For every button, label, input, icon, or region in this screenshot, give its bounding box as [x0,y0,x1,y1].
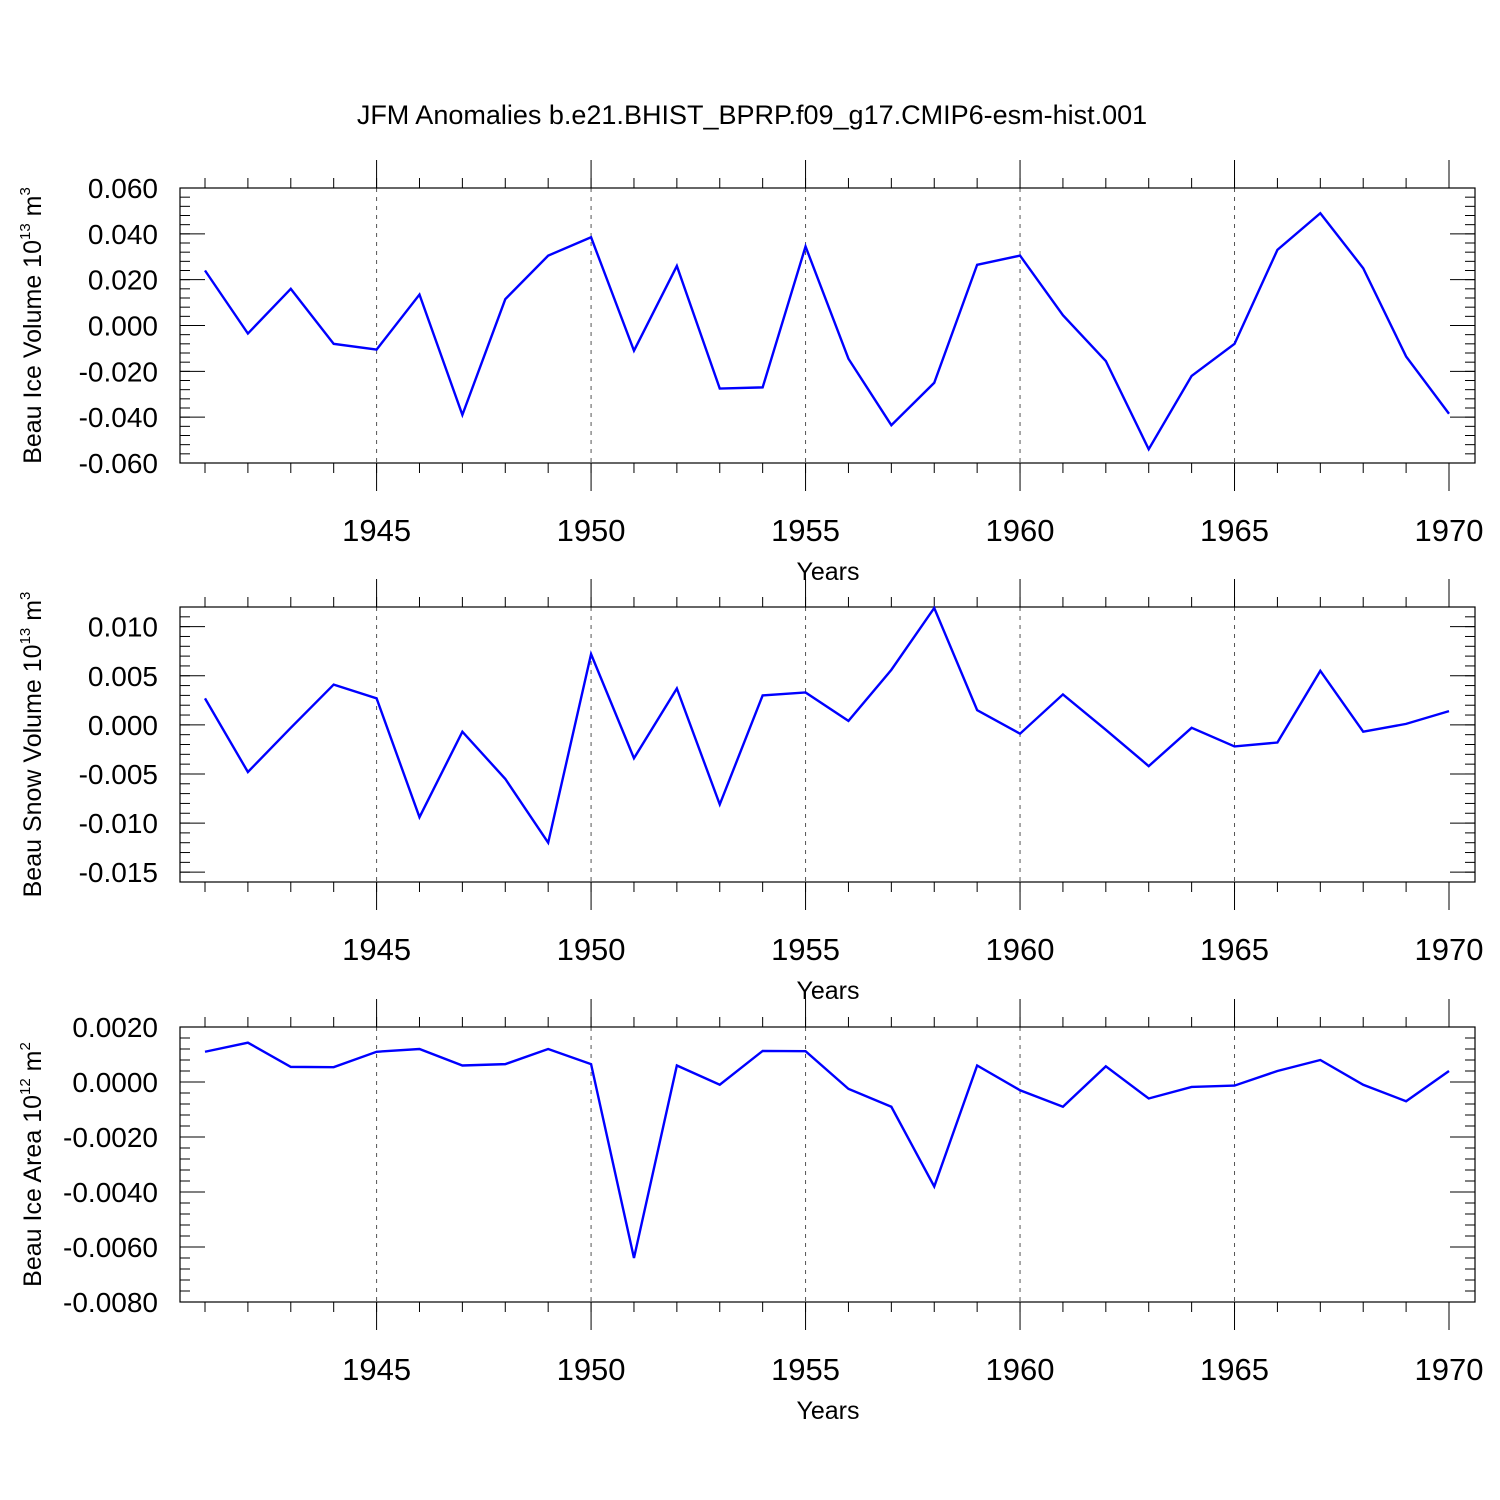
y-tick-label: 0.005 [88,661,158,692]
y-axis-label: Beau Ice Volume 1013 m3 [17,187,47,464]
panels: 1945 1950 1955 1960 1965 1970 -0.060 -0.040 -0.0… [17,160,1483,1425]
y-tick-label: -0.060 [79,448,158,479]
y-axis-label: Beau Snow Volume 1013 m3 [17,592,47,898]
y-label-part-unit_exp: 3 [17,592,34,600]
x-tick-label: 1960 [986,1352,1055,1387]
y-label-part-unit_exp: 2 [17,1042,34,1050]
panel-1: 1945 1950 1955 1960 1965 1970 -0.060 -0.040 -0.0… [17,160,1483,586]
y-tick-label: 0.000 [88,311,158,342]
x-axis-label: Years [796,558,859,586]
y-tick-label: -0.040 [79,402,158,433]
series-line-2 [203,605,1450,846]
x-tick-label: 1950 [557,1352,626,1387]
y-label-part-unit: m [19,600,47,628]
y-label-part-text: Beau Ice Area 10 [19,1095,47,1287]
y-label-part-exp: 13 [17,628,34,645]
x-axis-label: Years [796,977,859,1005]
y-tick-label: -0.010 [79,808,158,839]
plot-frame [179,606,1476,883]
x-tick-label: 1970 [1415,1352,1484,1387]
x-tick-label: 1955 [771,513,840,548]
y-label-part-unit: m [19,196,47,224]
y-tick-label: -0.005 [79,759,158,790]
y-tick-label: 0.010 [88,612,158,643]
x-axis-label: Years [796,1397,859,1425]
x-tick-label: 1965 [1200,932,1269,967]
y-tick-label: -0.0080 [63,1287,158,1318]
x-tick-label: 1960 [986,513,1055,548]
y-label-part-unit_exp: 3 [17,187,34,195]
x-tick-label: 1945 [342,513,411,548]
y-label-part-text: Beau Snow Volume 10 [19,644,47,897]
x-tick-label: 1965 [1200,1352,1269,1387]
x-tick-label: 1945 [342,932,411,967]
y-tick-label: 0.020 [88,265,158,296]
panel-2: 1945 1950 1955 1960 1965 1970 -0.015 -0.010 -0.0… [17,579,1483,1005]
y-tick-label: 0.040 [88,219,158,250]
y-label-part-unit: m [19,1051,47,1079]
y-tick-label: 0.000 [88,710,158,741]
y-tick-label: 0.0000 [72,1067,158,1098]
y-tick-label: 0.060 [88,173,158,204]
x-tick-label: 1960 [986,932,1055,967]
chart-title: JFM Anomalies b.e21.BHIST_BPRP.f09_g17.C… [357,100,1147,130]
y-tick-label: -0.0060 [63,1232,158,1263]
x-tick-label: 1970 [1415,513,1484,548]
y-tick-label: -0.020 [79,356,158,387]
y-label-part-text: Beau Ice Volume 10 [19,240,47,464]
plot-frame [179,187,1476,464]
x-tick-label: 1970 [1415,932,1484,967]
y-label-part-exp: 13 [17,223,34,240]
y-tick-label: -0.0020 [63,1122,158,1153]
series-line-1 [204,211,1450,452]
x-tick-label: 1950 [557,932,626,967]
y-tick-label: 0.0020 [72,1012,158,1043]
panel-3: 1945 1950 1955 1960 1965 1970 -0.0080 -0.0060 -0… [17,999,1483,1425]
plot-frame [179,1026,1476,1303]
y-tick-label: -0.015 [79,857,158,888]
y-axis-label: Beau Ice Area 1012 m2 [17,1042,47,1287]
series-line-3 [204,1041,1450,1259]
x-tick-label: 1955 [771,932,840,967]
x-tick-label: 1965 [1200,513,1269,548]
x-tick-label: 1950 [557,513,626,548]
x-tick-label: 1945 [342,1352,411,1387]
y-tick-label: -0.0040 [63,1177,158,1208]
y-label-part-exp: 12 [17,1078,34,1095]
x-tick-label: 1955 [771,1352,840,1387]
